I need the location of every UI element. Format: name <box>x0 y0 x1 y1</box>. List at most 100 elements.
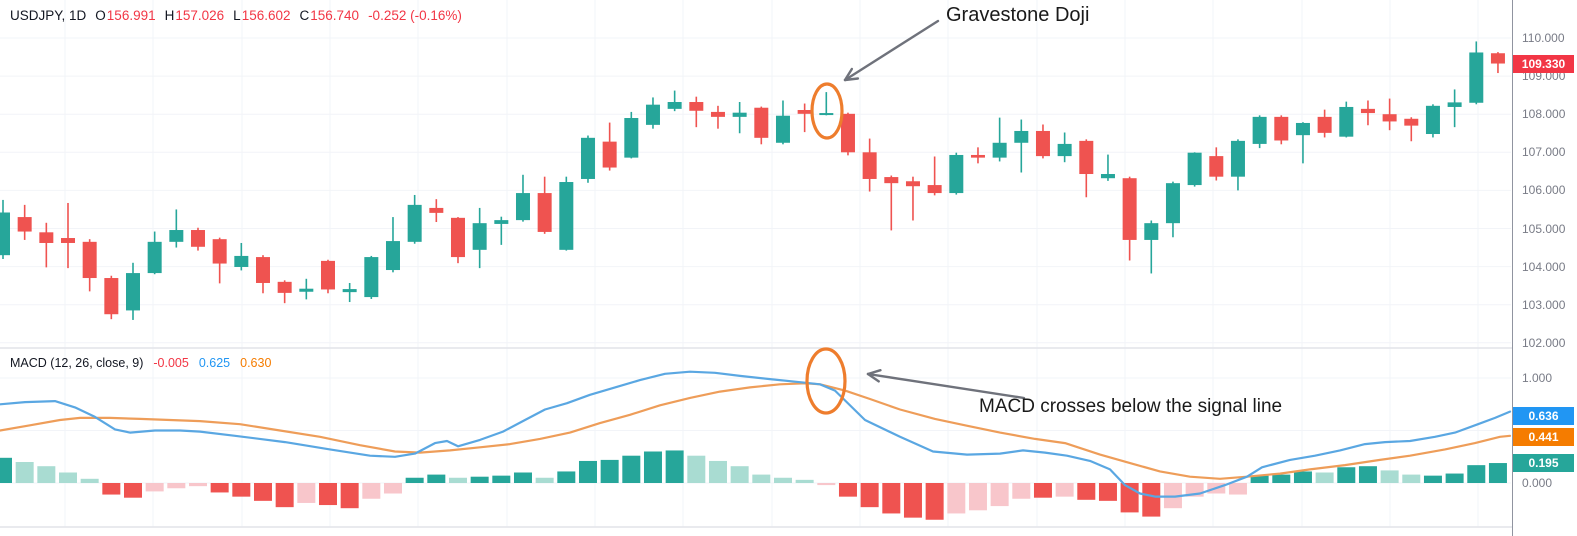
change-value: -0.252 (-0.16%) <box>368 8 462 23</box>
candle-body[interactable] <box>1447 102 1462 107</box>
candle-body[interactable] <box>1425 105 1440 135</box>
candle-body[interactable] <box>1360 108 1375 114</box>
candle-body[interactable] <box>1317 116 1332 133</box>
macd-histogram-bar <box>1012 483 1031 499</box>
candle-body[interactable] <box>299 288 314 292</box>
gravestone-doji-arrow <box>843 19 940 82</box>
candle-body[interactable] <box>320 260 335 290</box>
candle-body[interactable] <box>1382 114 1397 122</box>
candle-body[interactable] <box>710 111 725 117</box>
symbol-header[interactable]: USDJPY, 1D O156.991 H157.026 L156.602 C156.7… <box>10 8 471 23</box>
candle-body[interactable] <box>1404 118 1419 126</box>
candle-body[interactable] <box>1035 130 1050 157</box>
macd-histogram-bar <box>1315 472 1334 483</box>
candle-body[interactable] <box>385 241 400 271</box>
candle-body[interactable] <box>212 239 227 264</box>
macd-histogram-bar <box>773 477 792 483</box>
macd-histogram-bar <box>318 483 337 506</box>
candle-body[interactable] <box>537 193 552 232</box>
candle-body[interactable] <box>819 113 834 116</box>
candle-body[interactable] <box>970 154 985 158</box>
macd-histogram-bar <box>1098 483 1117 501</box>
candle-body[interactable] <box>1144 223 1159 240</box>
candle-body[interactable] <box>0 212 10 256</box>
macd-cross-arrow-head <box>866 372 880 383</box>
candle-body[interactable] <box>927 185 942 194</box>
candle-body[interactable] <box>190 230 205 247</box>
candle-body[interactable] <box>1230 140 1245 177</box>
candle-body[interactable] <box>147 241 162 274</box>
candle-body[interactable] <box>407 204 422 242</box>
candle-body[interactable] <box>125 273 140 311</box>
candle-body[interactable] <box>992 142 1007 158</box>
open-label: O <box>95 8 106 23</box>
symbol-name[interactable]: USDJPY, 1D <box>10 8 87 23</box>
candle-body[interactable] <box>1165 183 1180 224</box>
candle-body[interactable] <box>277 281 292 293</box>
candle-body[interactable] <box>602 141 617 168</box>
candle-body[interactable] <box>559 182 574 250</box>
candle-body[interactable] <box>1295 122 1310 136</box>
macd-indicator-label[interactable]: MACD (12, 26, close, 9) <box>10 356 144 370</box>
candle-body[interactable] <box>104 278 119 315</box>
macd-histogram-bar <box>383 483 402 494</box>
candle-body[interactable] <box>1274 116 1289 141</box>
candle-body[interactable] <box>1252 116 1267 144</box>
candle-body[interactable] <box>450 217 465 258</box>
candle-body[interactable] <box>840 113 855 153</box>
candle-body[interactable] <box>580 137 595 179</box>
candle-body[interactable] <box>429 207 444 213</box>
candle-body[interactable] <box>342 289 357 293</box>
macd-histogram-bar <box>492 475 511 483</box>
candle-body[interactable] <box>472 223 487 250</box>
macd-histogram-bar <box>752 474 771 483</box>
candle-body[interactable] <box>60 238 75 243</box>
price-scale-panel[interactable]: 109.330 0.636 0.441 0.195 110.000 109.000… <box>1512 0 1577 536</box>
candle-body[interactable] <box>39 232 54 243</box>
gravestone-doji-arrow-head <box>843 77 860 82</box>
candle-body[interactable] <box>1100 174 1115 179</box>
candle-body[interactable] <box>862 152 877 179</box>
macd-line-value: 0.625 <box>198 356 231 370</box>
candle-body[interactable] <box>1079 140 1094 175</box>
candle-body[interactable] <box>754 107 769 138</box>
candle-body[interactable] <box>234 255 249 267</box>
candle-body[interactable] <box>624 118 639 158</box>
candle-body[interactable] <box>169 230 184 242</box>
candle-body[interactable] <box>1057 143 1072 157</box>
macd-histogram-bar <box>968 483 987 511</box>
candle-body[interactable] <box>364 257 379 298</box>
candle-body[interactable] <box>667 102 682 109</box>
candle-body[interactable] <box>949 154 964 194</box>
candle-body[interactable] <box>732 112 747 117</box>
candle-body[interactable] <box>82 241 97 279</box>
macd-histogram-bar <box>210 483 229 493</box>
candle-body[interactable] <box>1339 106 1354 137</box>
candle-body[interactable] <box>884 177 899 184</box>
price-axis-label: 104.000 <box>1522 259 1566 274</box>
candle-body[interactable] <box>797 110 812 114</box>
candle-body[interactable] <box>645 104 660 125</box>
candle-body[interactable] <box>905 181 920 187</box>
candle-body[interactable] <box>17 217 32 232</box>
macd-histogram-bar <box>1380 470 1399 483</box>
candle-body[interactable] <box>689 102 704 111</box>
candle-body[interactable] <box>515 193 530 221</box>
low-label: L <box>233 8 241 23</box>
macd-histogram-bar <box>882 483 901 514</box>
candle-body[interactable] <box>1122 178 1137 240</box>
candle-body[interactable] <box>1469 52 1484 103</box>
candle-body[interactable] <box>1209 156 1224 177</box>
candle-body[interactable] <box>1014 130 1029 143</box>
candle-body[interactable] <box>1187 152 1202 186</box>
candle-body[interactable] <box>1490 53 1505 64</box>
candle-body[interactable] <box>494 220 509 224</box>
macd-histogram-badge: 0.195 <box>1513 453 1574 472</box>
candle-body[interactable] <box>255 257 270 283</box>
macd-indicator-header[interactable]: MACD (12, 26, close, 9) -0.005 0.625 0.630 <box>10 356 281 370</box>
macd-histogram-bar <box>925 483 944 520</box>
price-axis-label: 103.000 <box>1522 297 1566 312</box>
macd-histogram-bar <box>275 483 294 508</box>
candle-body[interactable] <box>775 115 790 143</box>
